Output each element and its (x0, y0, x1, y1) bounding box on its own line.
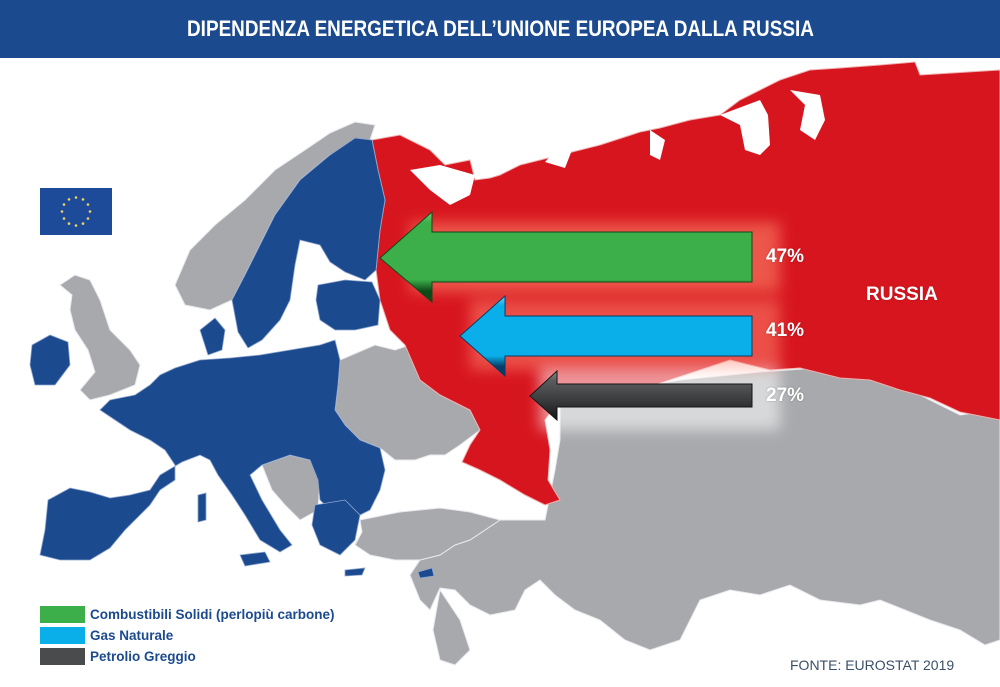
legend-item-natural-gas: Gas Naturale (40, 625, 335, 646)
percent-natural-gas: 41% (766, 320, 805, 341)
legend-label: Combustibili Solidi (perlopiù carbone) (90, 607, 335, 622)
percent-crude-oil: 27% (766, 385, 805, 406)
legend-item-crude-oil: Petrolio Greggio (40, 646, 335, 667)
arrow-crude-oil (529, 369, 753, 422)
eu-flag-icon (40, 188, 112, 235)
arrow-solid-fuels (379, 210, 753, 304)
percent-solid-fuels: 47% (766, 246, 805, 267)
legend-label: Gas Naturale (90, 628, 174, 643)
title-bar: DIPENDENZA ENERGETICA DELL’UNIONE EUROPE… (0, 0, 1000, 58)
russia-label: RUSSIA (866, 284, 938, 305)
map (0, 58, 1000, 687)
page-title: DIPENDENZA ENERGETICA DELL’UNIONE EUROPE… (186, 16, 814, 41)
source-credit: FONTE: EUROSTAT 2019 (790, 657, 955, 673)
legend-swatch-green (40, 606, 85, 623)
legend-swatch-gray (40, 648, 85, 665)
arrow-natural-gas (459, 294, 753, 378)
non-eu-countries (59, 121, 1000, 666)
eu-member-states (29, 137, 435, 579)
legend-label: Petrolio Greggio (90, 649, 196, 664)
legend-swatch-blue (40, 627, 85, 644)
legend: Combustibili Solidi (perlopiù carbone) G… (40, 604, 335, 667)
legend-item-solid-fuels: Combustibili Solidi (perlopiù carbone) (40, 604, 335, 625)
